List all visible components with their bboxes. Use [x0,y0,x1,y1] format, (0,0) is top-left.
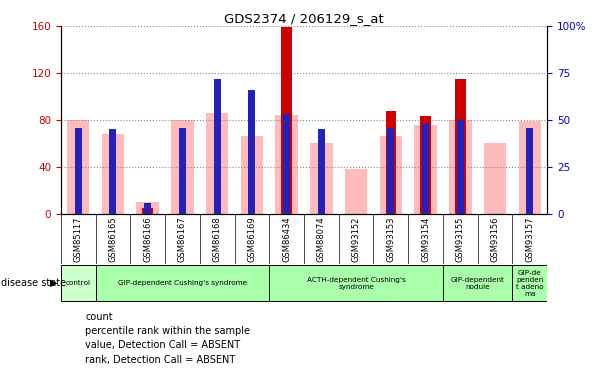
Text: GIP-de
penden
t adeno
ma: GIP-de penden t adeno ma [516,270,544,297]
Text: GSM93154: GSM93154 [421,216,430,262]
Bar [249,90,255,214]
Text: GSM86165: GSM86165 [108,216,117,262]
Text: ▶: ▶ [50,278,58,288]
Text: control: control [66,280,91,286]
Bar [449,120,472,214]
Bar [61,265,95,301]
Bar [484,144,506,214]
Text: percentile rank within the sample: percentile rank within the sample [85,326,250,336]
Bar [67,120,89,214]
Bar [455,79,466,214]
Bar [269,265,443,301]
Bar [144,202,151,214]
Text: disease state: disease state [1,278,66,288]
Text: GSM86167: GSM86167 [178,216,187,262]
Bar [385,111,396,214]
Bar [387,128,395,214]
Text: GSM93153: GSM93153 [386,216,395,262]
Text: GSM93156: GSM93156 [491,216,500,262]
Text: ACTH-dependent Cushing's
syndrome: ACTH-dependent Cushing's syndrome [307,277,406,290]
Text: GIP-dependent
nodule: GIP-dependent nodule [451,277,505,290]
Bar [206,113,229,214]
Bar [420,117,431,214]
Bar [443,265,513,301]
Bar [213,79,221,214]
Bar [142,208,153,214]
Bar [283,114,290,214]
Text: GSM93152: GSM93152 [351,216,361,262]
Bar [345,169,367,214]
Text: GSM93155: GSM93155 [456,216,465,262]
Bar [241,136,263,214]
Bar [457,120,464,214]
Text: GSM86166: GSM86166 [143,216,152,262]
Bar [519,121,541,214]
Bar [109,129,116,214]
Bar [179,128,186,214]
Text: value, Detection Call = ABSENT: value, Detection Call = ABSENT [85,340,240,350]
Bar [275,116,298,214]
Bar [136,202,159,214]
Bar [414,124,437,214]
Text: count: count [85,312,112,322]
Bar [379,136,402,214]
Bar [214,129,220,214]
Bar [527,128,533,214]
Text: GSM86168: GSM86168 [213,216,222,262]
Text: GSM85117: GSM85117 [74,216,83,262]
Text: rank, Detection Call = ABSENT: rank, Detection Call = ABSENT [85,355,235,364]
Bar [102,134,124,214]
Bar [310,144,333,214]
Text: GSM86434: GSM86434 [282,216,291,262]
Bar [171,120,194,214]
Bar [423,126,429,214]
Bar [75,128,81,214]
Bar [249,139,255,214]
Bar [422,124,429,214]
Text: GIP-dependent Cushing's syndrome: GIP-dependent Cushing's syndrome [118,280,247,286]
Text: GSM88074: GSM88074 [317,216,326,262]
Bar [318,129,325,214]
Title: GDS2374 / 206129_s_at: GDS2374 / 206129_s_at [224,12,384,25]
Bar [95,265,269,301]
Text: GSM93157: GSM93157 [525,216,534,262]
Text: GSM86169: GSM86169 [247,216,257,262]
Bar [513,265,547,301]
Bar [282,27,292,214]
